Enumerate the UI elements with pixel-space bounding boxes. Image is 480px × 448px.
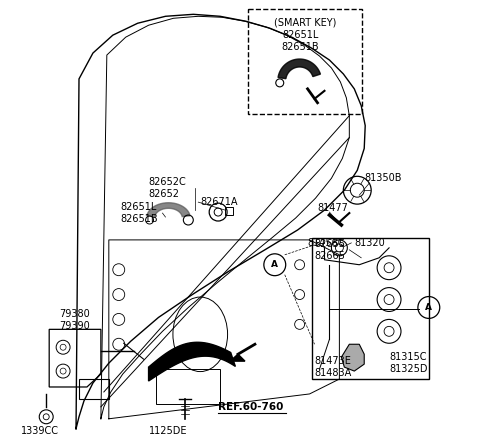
Text: 82651L: 82651L [282,30,318,40]
Text: 81473E: 81473E [314,356,351,366]
Text: 1339CC: 1339CC [22,426,60,436]
Text: 79390: 79390 [59,321,90,332]
Text: A: A [425,303,432,312]
Polygon shape [341,344,364,371]
Text: 82665: 82665 [314,251,346,261]
Text: 81483A: 81483A [314,368,352,378]
Bar [225,207,233,215]
Text: 81325D: 81325D [389,364,428,374]
Text: (SMART KEY): (SMART KEY) [274,17,336,27]
Bar [248,9,362,114]
Text: 81350B: 81350B [364,173,402,183]
Polygon shape [230,354,245,361]
Text: 82651L: 82651L [121,202,157,212]
Text: 81315C: 81315C [389,352,427,362]
Text: 82652C: 82652C [149,177,186,187]
Bar [156,369,220,404]
Text: 82671A: 82671A [200,197,238,207]
Polygon shape [278,59,321,79]
Bar [312,238,429,379]
Text: REF.60-760: REF.60-760 [218,402,284,412]
Text: 81456C: 81456C [308,238,345,248]
Text: 81477: 81477 [317,203,348,213]
Text: 79380: 79380 [59,310,90,319]
Text: 82651B: 82651B [121,214,158,224]
Text: 1125DE: 1125DE [149,426,187,436]
Text: 81320: 81320 [354,238,385,248]
Polygon shape [49,329,101,387]
Text: A: A [271,260,278,269]
Polygon shape [149,342,235,381]
Text: 82651B: 82651B [281,42,319,52]
Bar [79,379,109,399]
Text: 82652: 82652 [149,189,180,199]
Text: 82655: 82655 [314,239,346,249]
Polygon shape [147,203,190,216]
